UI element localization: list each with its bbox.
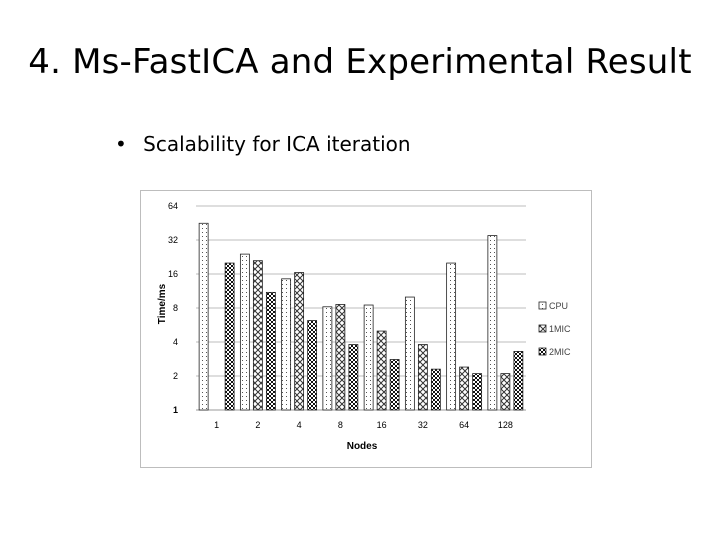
bar-cpu-4 (281, 278, 292, 411)
bar-cpu-1 (198, 222, 209, 411)
y-tick-label: 1 (173, 405, 178, 415)
x-tick-label: 64 (459, 420, 469, 430)
y-tick-label: 2 (173, 371, 178, 381)
bar-cpu-32 (404, 296, 415, 411)
bar-2mic-128 (513, 351, 524, 411)
bar-1mic-2 (252, 260, 263, 411)
x-tick-label: 1 (214, 420, 219, 430)
y-tick-label: 8 (173, 303, 178, 313)
x-axis-label: Nodes (347, 441, 378, 452)
bar-cpu-8 (322, 306, 333, 411)
x-tick-label: 8 (338, 420, 343, 430)
ticks-layer: 64 32 16 8 4 2 1 1 2 4 8 16 32 64 128 (168, 201, 513, 430)
y-tick-label: 16 (168, 269, 178, 279)
bar-1mic-64 (459, 366, 470, 411)
x-tick-label: 128 (498, 420, 513, 430)
bar-2mic-16 (389, 359, 400, 411)
bar-chart: 64 32 16 8 4 2 1 1 2 4 8 16 32 64 128 Time/ms Nodes CP… (157, 201, 571, 452)
bullet-text: Scalability for ICA iteration (143, 132, 411, 156)
bar-cpu-16 (363, 304, 374, 411)
x-tick-label: 32 (418, 420, 428, 430)
legend-swatch-1mic (538, 324, 547, 333)
legend-swatch-cpu (538, 301, 547, 310)
legend-label-2mic: 2MIC (549, 347, 571, 357)
x-tick-label: 4 (297, 420, 302, 430)
bar-cpu-128 (487, 235, 498, 411)
bar-2mic-8 (348, 344, 359, 411)
bar-1mic-4 (294, 272, 305, 411)
legend-label-cpu: CPU (549, 301, 568, 311)
bar-1mic-16 (376, 330, 387, 411)
bar-2mic-1 (224, 262, 235, 411)
y-tick-label: 4 (173, 337, 178, 347)
bar-cpu-2 (239, 253, 250, 411)
legend: CPU 1MIC 2MIC (538, 301, 571, 357)
x-tick-label: 16 (377, 420, 387, 430)
slide-title: 4. Ms-FastICA and Experimental Result (28, 42, 692, 82)
bar-2mic-64 (472, 373, 483, 411)
legend-swatch-2mic (538, 347, 547, 356)
bar-2mic-32 (430, 368, 441, 411)
bars-layer (198, 222, 524, 411)
y-tick-label: 32 (168, 235, 178, 245)
legend-label-1mic: 1MIC (549, 324, 571, 334)
bullet-symbol: • (115, 132, 127, 156)
bar-1mic-8 (335, 304, 346, 411)
bar-1mic-128 (500, 373, 511, 411)
bar-cpu-64 (446, 262, 457, 411)
chart-frame: 64 32 16 8 4 2 1 1 2 4 8 16 32 64 128 Time/ms Nodes CP… (140, 190, 592, 468)
grid-layer (196, 205, 526, 411)
bar-2mic-4 (307, 320, 318, 411)
x-tick-label: 2 (255, 420, 260, 430)
bar-2mic-2 (265, 291, 276, 411)
y-axis-label: Time/ms (157, 283, 168, 324)
bullet-item: • Scalability for ICA iteration (115, 132, 411, 156)
bar-1mic-32 (417, 344, 428, 411)
y-tick-label: 64 (168, 201, 178, 211)
